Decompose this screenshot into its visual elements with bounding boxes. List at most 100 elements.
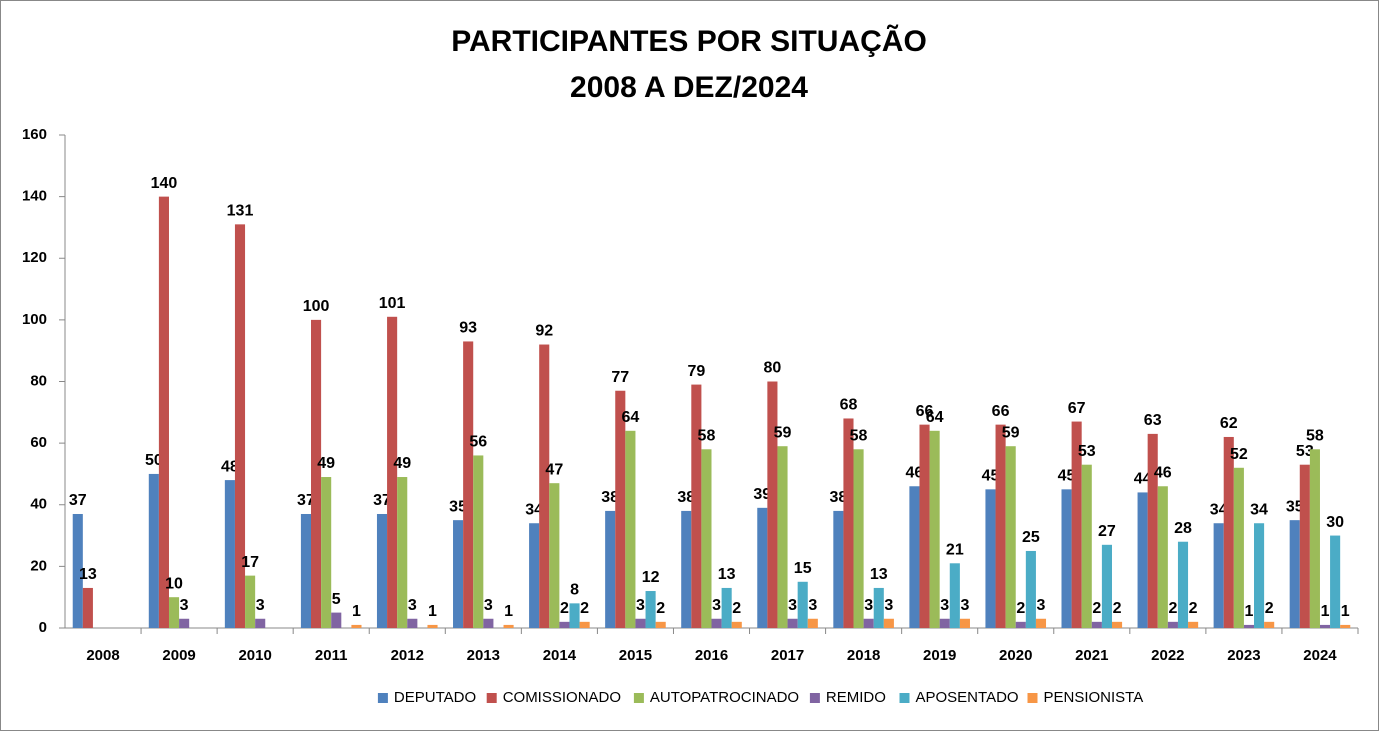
value-label: 15 bbox=[794, 560, 812, 577]
value-label: 2 bbox=[1092, 600, 1101, 617]
value-label: 30 bbox=[1326, 514, 1344, 531]
bar bbox=[853, 449, 864, 628]
value-label: 67 bbox=[1068, 400, 1086, 417]
bar bbox=[873, 587, 884, 628]
bar bbox=[427, 624, 438, 628]
bar bbox=[387, 316, 398, 628]
value-label: 3 bbox=[940, 597, 949, 614]
value-label: 8 bbox=[570, 582, 579, 599]
value-label: 34 bbox=[1250, 501, 1268, 518]
value-label: 47 bbox=[545, 461, 563, 478]
bar bbox=[148, 473, 159, 628]
value-label: 13 bbox=[718, 566, 736, 583]
value-label: 3 bbox=[808, 597, 817, 614]
bar bbox=[1233, 467, 1244, 628]
value-label: 80 bbox=[764, 360, 782, 377]
x-tick-label: 2012 bbox=[391, 647, 424, 664]
bar bbox=[1319, 624, 1331, 628]
value-label: 2 bbox=[1265, 600, 1274, 617]
value-label: 64 bbox=[621, 409, 639, 426]
bar bbox=[883, 618, 894, 628]
bar bbox=[929, 430, 940, 628]
value-label: 46 bbox=[1154, 464, 1172, 481]
y-tick-label: 160 bbox=[22, 126, 47, 143]
value-label: 68 bbox=[840, 397, 858, 414]
bar bbox=[605, 510, 616, 628]
bar bbox=[407, 618, 418, 628]
x-tick-label: 2022 bbox=[1151, 647, 1184, 664]
bar bbox=[483, 618, 494, 628]
value-label: 2 bbox=[560, 600, 569, 617]
y-tick-label: 40 bbox=[30, 496, 47, 513]
bar bbox=[473, 455, 484, 628]
value-label: 58 bbox=[1306, 428, 1324, 445]
bar bbox=[701, 449, 712, 628]
legend-label: REMIDO bbox=[826, 689, 886, 706]
value-label: 52 bbox=[1230, 446, 1248, 463]
value-label: 28 bbox=[1174, 520, 1192, 537]
value-label: 58 bbox=[698, 428, 716, 445]
bar bbox=[549, 483, 560, 628]
bar bbox=[1101, 544, 1112, 628]
bar bbox=[1289, 520, 1300, 628]
legend-swatch bbox=[377, 693, 388, 703]
legend-swatch bbox=[809, 693, 820, 703]
bar bbox=[939, 618, 950, 628]
bar bbox=[691, 384, 702, 628]
value-label: 1 bbox=[428, 603, 437, 620]
bar bbox=[919, 424, 930, 628]
value-label: 2 bbox=[732, 600, 741, 617]
value-label: 3 bbox=[960, 597, 969, 614]
bar bbox=[909, 486, 920, 628]
bar bbox=[843, 418, 854, 628]
value-label: 2 bbox=[1189, 600, 1198, 617]
x-tick-label: 2016 bbox=[695, 647, 728, 664]
bar bbox=[959, 618, 970, 628]
value-label: 140 bbox=[151, 175, 178, 192]
value-label: 66 bbox=[992, 403, 1010, 420]
value-label: 13 bbox=[870, 566, 888, 583]
bar bbox=[82, 587, 93, 628]
value-label: 131 bbox=[227, 203, 254, 220]
value-label: 34 bbox=[525, 501, 543, 518]
bar bbox=[645, 591, 656, 628]
value-label: 34 bbox=[1210, 501, 1228, 518]
value-label: 38 bbox=[677, 489, 695, 506]
value-label: 12 bbox=[642, 569, 660, 586]
value-label: 3 bbox=[408, 597, 417, 614]
bar bbox=[168, 597, 180, 628]
bar bbox=[1015, 621, 1026, 628]
bar bbox=[1223, 436, 1234, 628]
bar bbox=[255, 618, 266, 628]
value-label: 2 bbox=[1168, 600, 1177, 617]
bar bbox=[1264, 621, 1275, 628]
value-label: 17 bbox=[241, 554, 259, 571]
value-label: 2 bbox=[656, 600, 665, 617]
bar bbox=[1025, 550, 1036, 628]
bar bbox=[1188, 621, 1199, 628]
value-label: 58 bbox=[850, 428, 868, 445]
value-label: 37 bbox=[297, 492, 315, 509]
x-tick-label: 2024 bbox=[1303, 647, 1337, 664]
bar bbox=[1177, 541, 1189, 628]
value-label: 63 bbox=[1144, 412, 1162, 429]
bar bbox=[1340, 624, 1351, 628]
bar bbox=[245, 575, 256, 628]
value-label: 45 bbox=[1058, 468, 1076, 485]
bar bbox=[1061, 489, 1072, 628]
bar bbox=[863, 618, 874, 628]
x-tick-label: 2021 bbox=[1075, 647, 1108, 664]
value-label: 38 bbox=[829, 489, 847, 506]
bar bbox=[681, 510, 692, 628]
legend-label: DEPUTADO bbox=[394, 689, 476, 706]
bar bbox=[1299, 464, 1310, 628]
value-label: 3 bbox=[180, 597, 189, 614]
bar bbox=[234, 224, 246, 628]
value-label: 2 bbox=[1016, 600, 1025, 617]
bar bbox=[625, 430, 636, 628]
x-tick-label: 2013 bbox=[467, 647, 500, 664]
value-label: 77 bbox=[611, 369, 629, 386]
value-label: 53 bbox=[1078, 443, 1096, 460]
bar bbox=[158, 196, 169, 628]
value-label: 3 bbox=[1037, 597, 1046, 614]
